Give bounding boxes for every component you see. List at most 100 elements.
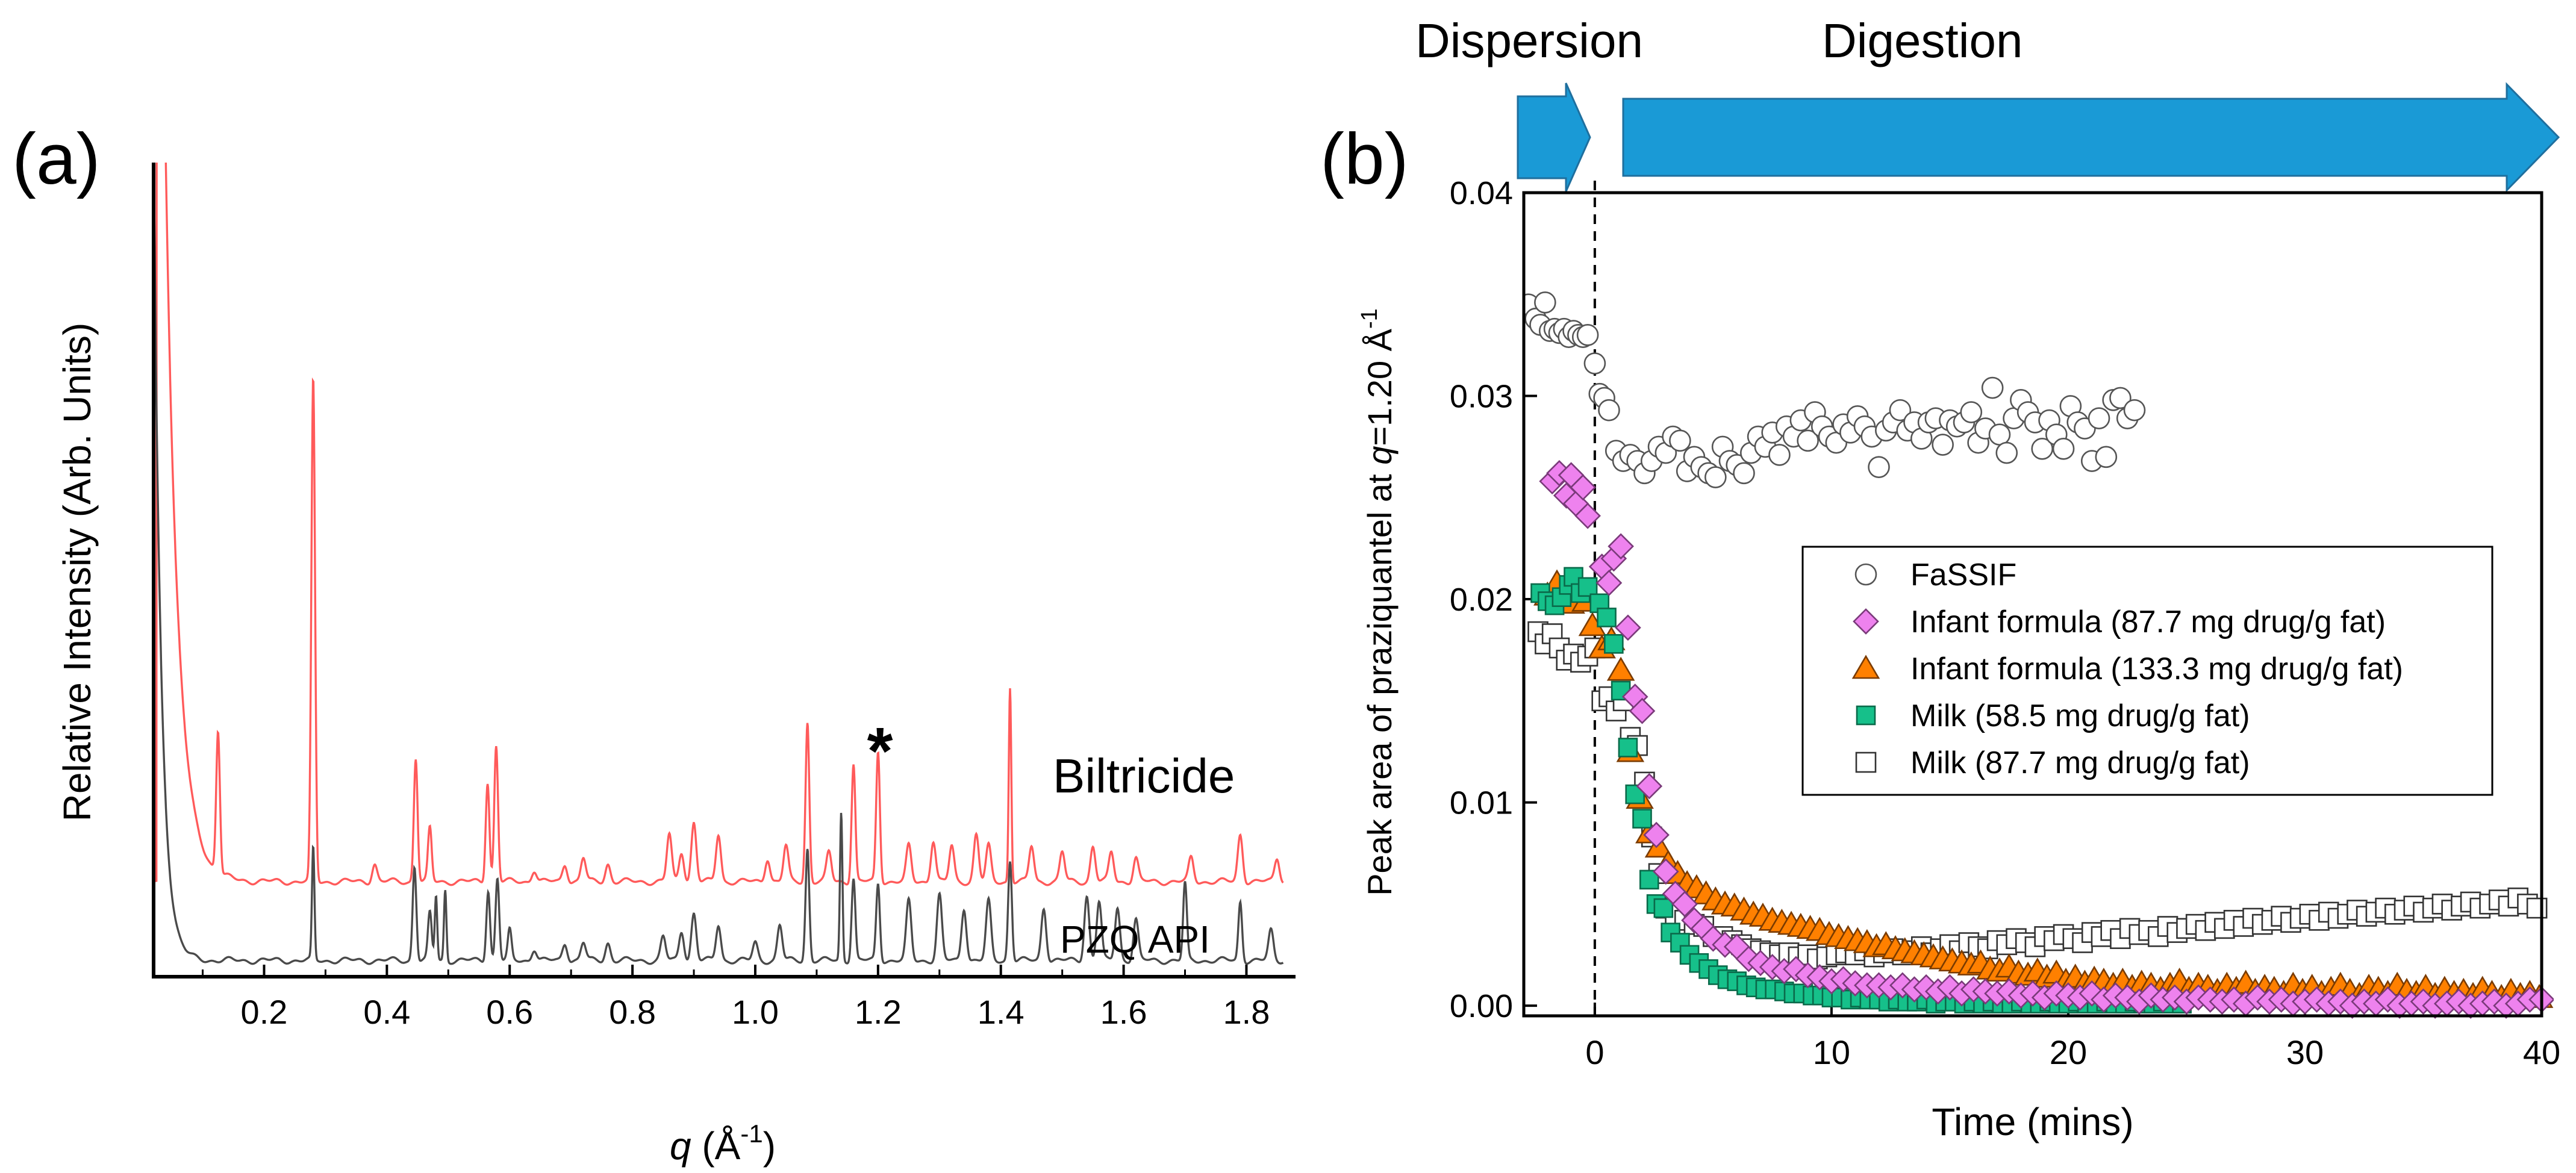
data-point (2088, 407, 2110, 429)
y-tick-label: 0.02 (1450, 582, 1513, 618)
legend-label-milk-58: Milk (58.5 mg drug/g fat) (1910, 699, 2250, 733)
data-point (1868, 456, 1890, 478)
y-label-q: q (1361, 446, 1399, 465)
x-tick-label: 20 (2050, 1033, 2087, 1071)
y-tick-label: 0.01 (1450, 785, 1513, 821)
x-tick-label: 1.0 (732, 993, 779, 1031)
panel-a: (a) Relative Intensity (Arb. Units) 0.2 0… (12, 119, 1296, 1168)
panel-b-points (1524, 291, 2554, 1019)
y-label-prefix: Peak area of praziquantel at (1361, 465, 1399, 896)
data-point (1995, 441, 2018, 464)
data-point (1534, 291, 1556, 314)
panel-b-label: (b) (1320, 119, 1409, 199)
x-tick-label: 1.8 (1223, 993, 1270, 1031)
data-point (2052, 437, 2075, 460)
panel-a-x-axis-label: q (Å-1) (670, 1119, 776, 1168)
data-point (1643, 821, 1670, 848)
legend-marker-infant-133 (1851, 655, 1880, 679)
data-point (1636, 773, 1663, 800)
x-tick-label: 1.2 (855, 993, 902, 1031)
legend-label-fassif: FaSSIF (1910, 558, 2016, 593)
legend-label-milk-87: Milk (87.7 mg drug/g fat) (1910, 745, 2250, 780)
data-point (1598, 399, 1620, 422)
trace-label-biltricide: Biltricide (1053, 749, 1235, 803)
x-label-q: q (670, 1124, 691, 1168)
data-point (1632, 809, 1652, 829)
x-tick-label: 30 (2286, 1033, 2324, 1071)
x-tick-label: 0 (1585, 1033, 1604, 1071)
data-point (1988, 423, 2011, 446)
legend-label-infant-133: Infant formula (133.3 mg drug/g fat) (1910, 652, 2403, 686)
data-point (2123, 399, 2146, 422)
x-label-unit: (Å (691, 1124, 741, 1168)
y-tick-label: 0.03 (1450, 379, 1513, 415)
series-infant-formula-87-7-mg-drug-g-fat (1539, 459, 2554, 1019)
y-tick-label: 0.00 (1450, 988, 1513, 1024)
x-label-exp: -1 (740, 1119, 763, 1148)
x-tick-label: 1.6 (1100, 993, 1147, 1031)
legend-marker-infant-87 (1853, 608, 1879, 635)
data-point (2526, 897, 2548, 919)
phase-label-digestion: Digestion (1822, 14, 2023, 67)
data-point (1615, 614, 1641, 641)
y-tick-label: 0.04 (1450, 175, 1513, 211)
phase-label-dispersion: Dispersion (1415, 14, 1643, 67)
data-point (1597, 608, 1617, 627)
data-point (1604, 634, 1624, 654)
panel-a-label: (a) (12, 119, 101, 199)
panel-a-y-axis-label: Relative Intensity (Arb. Units) (55, 323, 99, 822)
x-tick-label: 0.6 (486, 993, 533, 1031)
data-point (1669, 429, 1691, 452)
trace-biltricide (154, 163, 1284, 886)
x-tick-label: 1.4 (978, 993, 1024, 1031)
data-point (1960, 401, 1983, 423)
panel-a-traces (154, 163, 1284, 965)
data-point (1768, 444, 1791, 466)
trace-label-pzq-api: PZQ API (1060, 918, 1210, 961)
data-point (1981, 376, 2004, 399)
data-point (1704, 466, 1727, 488)
data-point (1570, 474, 1597, 501)
y-label-exp: -1 (1357, 308, 1382, 329)
x-label-close: ) (763, 1124, 776, 1168)
trace-pzq-api (154, 163, 1284, 965)
data-point (1574, 502, 1601, 529)
panel-b-ticks: 0 10 20 30 40 0.00 0.01 0.02 0.03 0.04 (1450, 175, 2560, 1071)
data-point (2109, 387, 2132, 409)
data-point (1653, 898, 1674, 918)
x-tick-label: 10 (1813, 1033, 1850, 1071)
panel-b-x-axis-label: Time (mins) (1932, 1100, 2133, 1143)
legend-markers (1851, 563, 1880, 773)
panel-a-x-ticks: 0.2 0.4 0.6 0.8 1.0 1.2 1.4 1.6 1.8 (202, 965, 1270, 1031)
data-point (1608, 533, 1634, 560)
data-point (1644, 833, 1673, 858)
x-tick-label: 0.4 (363, 993, 410, 1031)
legend-label-infant-87: Infant formula (87.7 mg drug/g fat) (1910, 605, 2386, 639)
data-point (1932, 434, 1954, 456)
panel-b-y-axis-label: Peak area of praziquantel at q=1.20 Å-1 (1357, 308, 1399, 896)
data-point (1652, 858, 1679, 885)
data-point (1629, 697, 1656, 724)
data-point (1577, 577, 1598, 597)
legend: FaSSIF Infant formula (87.7 mg drug/g fa… (1801, 546, 2493, 796)
data-point (2095, 446, 2118, 468)
x-tick-label: 40 (2523, 1033, 2560, 1071)
data-point (1733, 462, 1755, 485)
legend-box (1801, 546, 2493, 796)
digestion-arrow (1622, 82, 2560, 193)
data-point (1889, 399, 1912, 422)
data-point (1606, 656, 1635, 681)
legend-marker-fassif (1854, 563, 1877, 586)
x-tick-label: 0.2 (241, 993, 288, 1031)
asterisk-annotation: * (867, 714, 893, 788)
data-point (1583, 352, 1606, 375)
data-point (1576, 323, 1599, 346)
panel-b-frame (1522, 191, 2543, 1018)
dispersion-arrow (1517, 82, 1591, 192)
y-label-value: =1.20 Å (1361, 328, 1399, 446)
series-fassif (1524, 291, 2146, 488)
legend-marker-milk-58 (1856, 705, 1876, 726)
legend-marker-milk-87 (1855, 751, 1877, 773)
data-point (2031, 437, 2054, 460)
